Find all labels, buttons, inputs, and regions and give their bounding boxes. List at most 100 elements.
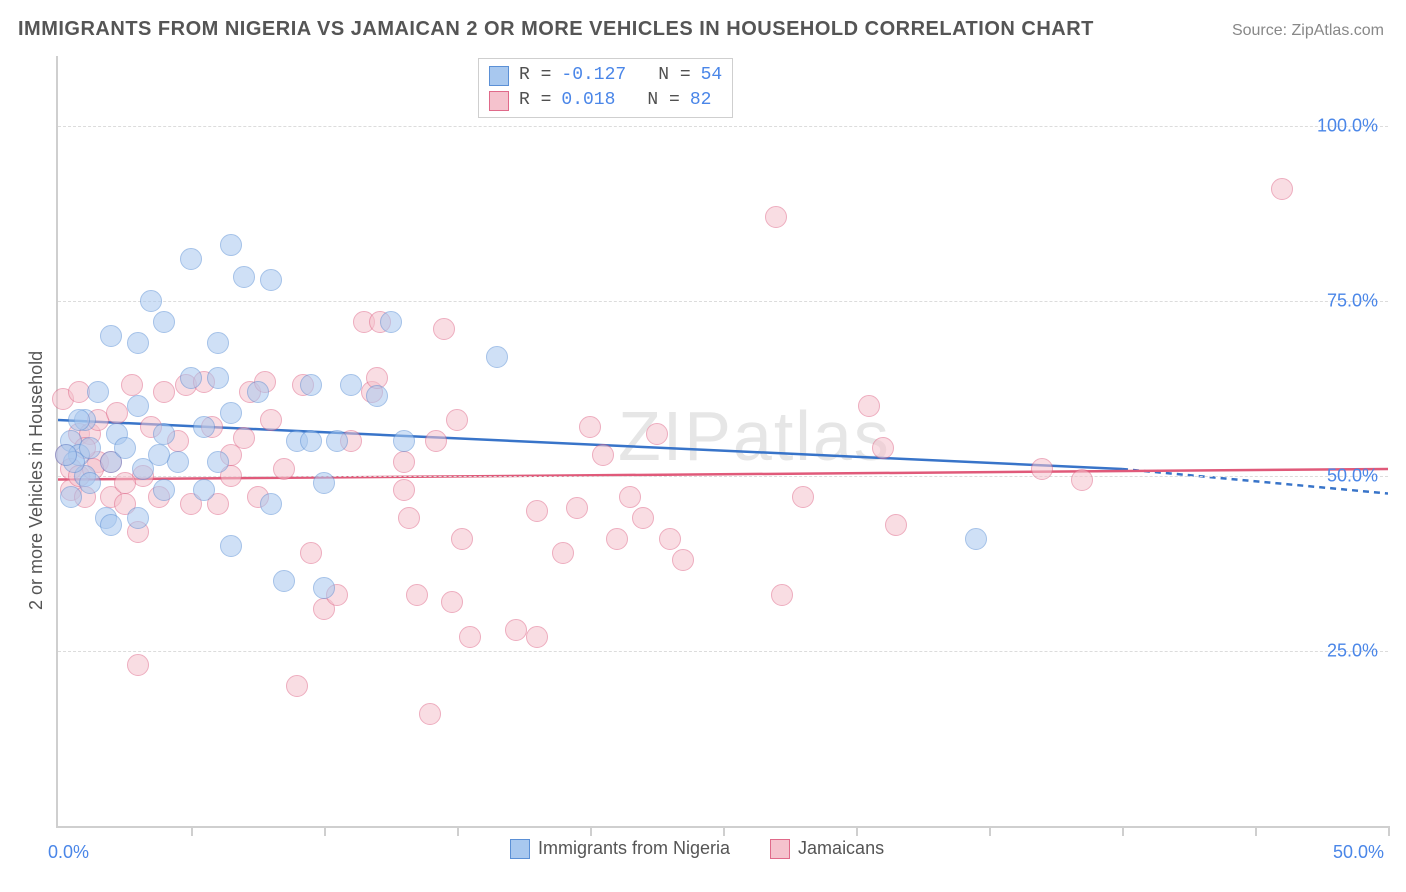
x-tick xyxy=(723,826,725,836)
scatter-point-series2 xyxy=(672,549,694,571)
scatter-point-series1 xyxy=(207,332,229,354)
scatter-point-series2 xyxy=(792,486,814,508)
scatter-point-series1 xyxy=(220,402,242,424)
scatter-point-series1 xyxy=(193,479,215,501)
x-tick xyxy=(457,826,459,836)
scatter-point-series2 xyxy=(393,451,415,473)
scatter-point-series1 xyxy=(300,430,322,452)
scatter-point-series1 xyxy=(55,444,77,466)
legend-item-series1: Immigrants from Nigeria xyxy=(510,838,730,859)
scatter-point-series1 xyxy=(486,346,508,368)
legend-label-series2: Jamaicans xyxy=(798,838,884,859)
scatter-point-series1 xyxy=(220,535,242,557)
scatter-point-series2 xyxy=(771,584,793,606)
scatter-point-series1 xyxy=(87,381,109,403)
scatter-point-series2 xyxy=(765,206,787,228)
scatter-point-series2 xyxy=(114,472,136,494)
scatter-point-series1 xyxy=(100,514,122,536)
scatter-point-series2 xyxy=(153,381,175,403)
stats-r-value-1: -0.127 xyxy=(561,63,626,88)
scatter-point-series2 xyxy=(446,409,468,431)
stats-row-series2: R = 0.018 N = 82 xyxy=(489,88,722,113)
scatter-point-series2 xyxy=(127,654,149,676)
scatter-point-series2 xyxy=(872,437,894,459)
legend-item-series2: Jamaicans xyxy=(770,838,884,859)
gridline xyxy=(58,301,1388,302)
scatter-point-series2 xyxy=(858,395,880,417)
scatter-point-series1 xyxy=(79,472,101,494)
scatter-point-series1 xyxy=(153,423,175,445)
scatter-point-series1 xyxy=(313,472,335,494)
scatter-point-series1 xyxy=(68,409,90,431)
scatter-point-series2 xyxy=(619,486,641,508)
scatter-point-series1 xyxy=(180,248,202,270)
swatch-series1-legend xyxy=(510,839,530,859)
scatter-point-series2 xyxy=(526,500,548,522)
scatter-point-series2 xyxy=(579,416,601,438)
scatter-point-series1 xyxy=(100,325,122,347)
swatch-series2 xyxy=(489,91,509,111)
scatter-point-series1 xyxy=(366,385,388,407)
scatter-point-series2 xyxy=(273,458,295,480)
scatter-point-series1 xyxy=(300,374,322,396)
scatter-point-series1 xyxy=(193,416,215,438)
stats-r-label-2: R = xyxy=(519,88,551,113)
scatter-point-series2 xyxy=(659,528,681,550)
scatter-point-series2 xyxy=(1031,458,1053,480)
scatter-point-series2 xyxy=(885,514,907,536)
scatter-point-series1 xyxy=(180,367,202,389)
scatter-point-series1 xyxy=(380,311,402,333)
stats-n-value-1: 54 xyxy=(701,63,723,88)
scatter-point-series1 xyxy=(260,269,282,291)
scatter-point-series2 xyxy=(505,619,527,641)
scatter-point-series1 xyxy=(220,234,242,256)
scatter-point-series1 xyxy=(313,577,335,599)
x-tick xyxy=(590,826,592,836)
scatter-point-series2 xyxy=(1271,178,1293,200)
scatter-point-series2 xyxy=(433,318,455,340)
scatter-point-series2 xyxy=(606,528,628,550)
scatter-point-series1 xyxy=(140,290,162,312)
scatter-point-series1 xyxy=(965,528,987,550)
x-tick xyxy=(1255,826,1257,836)
x-tick xyxy=(989,826,991,836)
x-tick xyxy=(324,826,326,836)
scatter-point-series2 xyxy=(260,409,282,431)
source-label: Source: ZipAtlas.com xyxy=(1232,22,1384,40)
scatter-point-series1 xyxy=(273,570,295,592)
x-tick xyxy=(191,826,193,836)
regression-lines xyxy=(58,56,1388,826)
gridline xyxy=(58,651,1388,652)
x-axis-max-label: 50.0% xyxy=(1333,842,1384,863)
gridline xyxy=(58,126,1388,127)
scatter-point-series1 xyxy=(60,486,82,508)
legend-bottom: Immigrants from Nigeria Jamaicans xyxy=(510,838,884,859)
scatter-point-series2 xyxy=(286,675,308,697)
scatter-point-series2 xyxy=(526,626,548,648)
scatter-point-series1 xyxy=(153,479,175,501)
stats-r-label-1: R = xyxy=(519,63,551,88)
scatter-point-series1 xyxy=(127,507,149,529)
scatter-point-series1 xyxy=(127,332,149,354)
scatter-point-series2 xyxy=(106,402,128,424)
scatter-point-series1 xyxy=(393,430,415,452)
scatter-point-series2 xyxy=(393,479,415,501)
scatter-point-series1 xyxy=(153,311,175,333)
plot-area: ZIPatlas R = -0.127 N = 54 R = 0.018 N =… xyxy=(56,56,1388,828)
scatter-point-series2 xyxy=(632,507,654,529)
stats-n-value-2: 82 xyxy=(690,88,712,113)
chart-title: IMMIGRANTS FROM NIGERIA VS JAMAICAN 2 OR… xyxy=(18,18,1094,41)
scatter-point-series1 xyxy=(127,395,149,417)
scatter-point-series1 xyxy=(148,444,170,466)
x-tick xyxy=(856,826,858,836)
scatter-point-series1 xyxy=(233,266,255,288)
scatter-point-series2 xyxy=(419,703,441,725)
swatch-series1 xyxy=(489,66,509,86)
scatter-point-series1 xyxy=(207,367,229,389)
x-tick xyxy=(1388,826,1390,836)
scatter-point-series1 xyxy=(326,430,348,452)
swatch-series2-legend xyxy=(770,839,790,859)
x-axis-min-label: 0.0% xyxy=(48,842,89,863)
stats-n-label-1: N = xyxy=(658,63,690,88)
stats-row-series1: R = -0.127 N = 54 xyxy=(489,63,722,88)
